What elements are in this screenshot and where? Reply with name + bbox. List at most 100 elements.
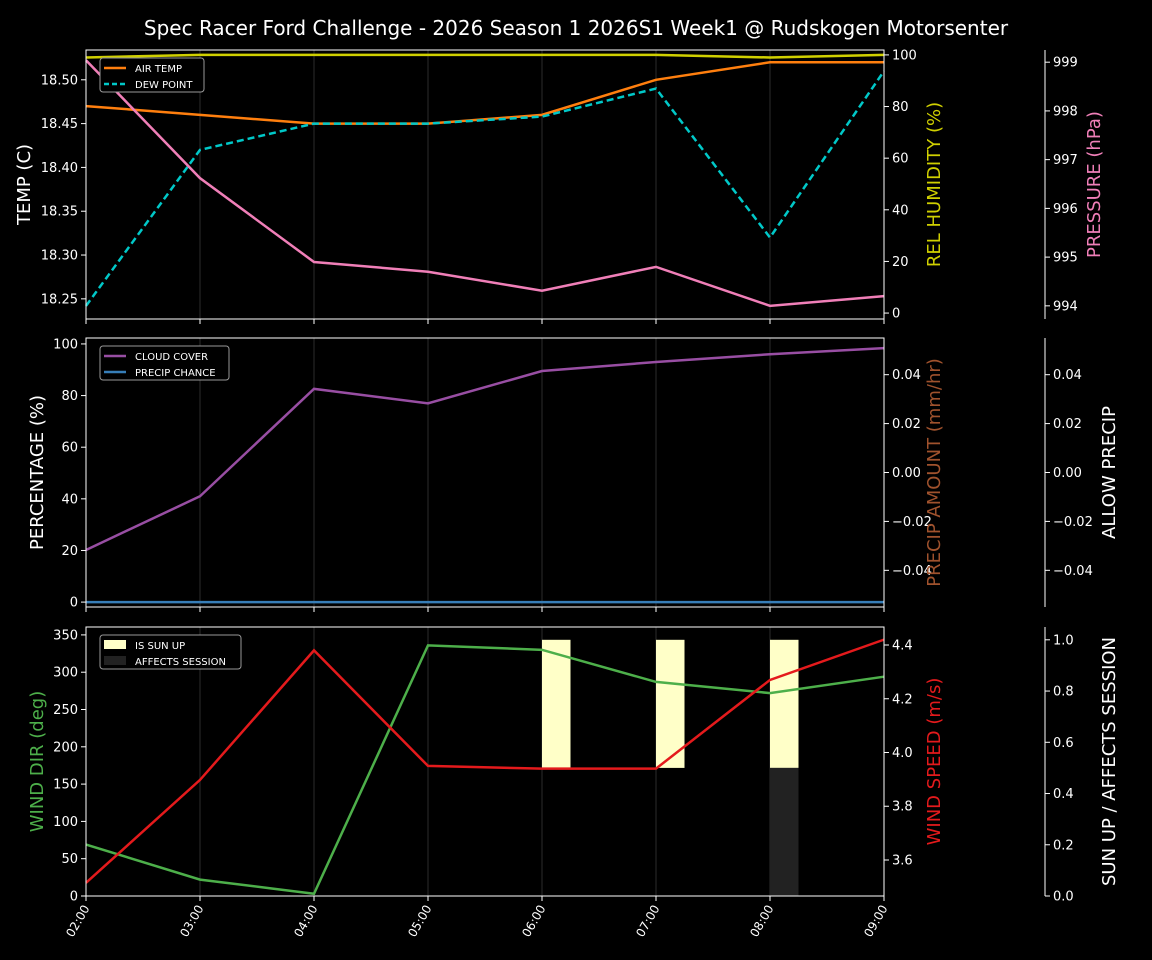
- y-right-tick-label: 20: [892, 255, 909, 270]
- y-left-tick-label: 18.40: [41, 161, 78, 176]
- y-right-tick-label: 0: [892, 307, 900, 322]
- y-right-tick-label: 4.0: [892, 746, 913, 761]
- y-right2-tick-label: 0.4: [1053, 787, 1074, 802]
- x-tick-label: 02:00: [63, 903, 92, 940]
- legend-label: DEW POINT: [135, 80, 193, 91]
- bar-is-sun-up: [770, 639, 799, 768]
- y-left-tick-label: 18.45: [41, 117, 78, 132]
- legend-box: [99, 57, 205, 93]
- y-right2-tick-label: 995: [1053, 251, 1078, 266]
- y-left-tick-label: 18.35: [41, 205, 78, 220]
- bar-is-sun-up: [656, 639, 685, 768]
- y-right-tick-label: 40: [892, 203, 909, 218]
- bar-affects-session: [770, 767, 799, 896]
- y-left-tick-label: 100: [53, 337, 78, 352]
- y-left-tick-label: 18.50: [41, 73, 78, 88]
- legend: AIR TEMP DEW POINT: [99, 57, 205, 93]
- panel-1: 18.25 18.30 18.35 18.40 18.45 18.50 0 20 40 60 80 1…: [14, 48, 1105, 324]
- y-right2-tick-label: 0.2: [1053, 838, 1074, 853]
- y-left-tick-label: 350: [53, 628, 78, 643]
- y-right-tick-label: 4.2: [892, 692, 913, 707]
- y-right2-tick-label: 997: [1053, 153, 1078, 168]
- y-axis-label: WIND DIR (deg): [27, 691, 48, 833]
- y-left-tick-label: 40: [61, 492, 78, 507]
- y-right2-tick-label: 998: [1053, 104, 1078, 119]
- y-left-tick-label: 18.30: [41, 249, 78, 264]
- y-left-tick-label: 300: [53, 666, 78, 681]
- y-left-tick-label: 100: [53, 815, 78, 830]
- y-left-tick-label: 200: [53, 740, 78, 755]
- y-right-axis-label: PRECIP AMOUNT (mm/hr): [924, 358, 945, 587]
- panel-2: 0 20 40 60 80 100 −0.04 −0.02 0.00 0.02 0.04 −0.04 −…: [27, 337, 1120, 612]
- y-right-axis-label: WIND SPEED (m/s): [924, 678, 945, 846]
- series-line-series-0: [85, 644, 885, 896]
- x-tick-label: 08:00: [747, 903, 776, 940]
- y-left-tick-label: 50: [61, 852, 78, 867]
- legend-label: AFFECTS SESSION: [135, 657, 226, 668]
- y-left-tick-label: 80: [61, 389, 78, 404]
- y-left-tick-label: 18.25: [41, 292, 78, 307]
- series-line-series-1: [85, 638, 885, 884]
- y-right-tick-label: 3.8: [892, 800, 913, 815]
- y-right2-axis-label: SUN UP / AFFECTS SESSION: [1099, 637, 1120, 886]
- x-tick-label: 05:00: [405, 903, 434, 940]
- plot-frame: [85, 626, 885, 897]
- x-tick-label: 04:00: [291, 903, 320, 940]
- y-left-tick-label: 250: [53, 703, 78, 718]
- y-right2-tick-label: 0.6: [1053, 736, 1074, 751]
- y-right2-tick-label: 0.8: [1053, 685, 1074, 700]
- y-left-tick-label: 150: [53, 778, 78, 793]
- y-right2-axis-label: ALLOW PRECIP: [1099, 406, 1120, 539]
- y-right-axis-label: REL HUMIDITY (%): [924, 102, 945, 267]
- y-right2-axis-label: PRESSURE (hPa): [1084, 111, 1105, 258]
- y-right2-tick-label: 1.0: [1053, 633, 1074, 648]
- y-right2-tick-label: 999: [1053, 56, 1078, 71]
- y-right2-tick-label: 994: [1053, 299, 1078, 314]
- series-line-cloud-cover: [85, 346, 885, 552]
- panel-3: 02:00 03:00 04:00 05:00 06:00 07:00 08:00 09:00…: [27, 626, 1120, 940]
- legend: IS SUN UP AFFECTS SESSION: [99, 634, 242, 670]
- y-right-tick-label: −0.04: [892, 564, 932, 579]
- y-left-tick-label: 60: [61, 441, 78, 456]
- legend-swatch: [104, 656, 126, 665]
- y-right-tick-label: 100: [892, 48, 917, 63]
- y-right-tick-label: 3.6: [892, 853, 913, 868]
- plot-frame: [85, 49, 885, 320]
- x-tick-label: 06:00: [519, 903, 548, 940]
- legend-label: AIR TEMP: [135, 64, 182, 75]
- y-axis-label: TEMP (C): [14, 144, 35, 226]
- y-left-tick-label: 0: [70, 596, 78, 611]
- y-right2-tick-label: 0.02: [1053, 417, 1082, 432]
- series-line-series-2: [85, 53, 885, 59]
- legend-label: CLOUD COVER: [135, 352, 208, 363]
- legend-swatch: [104, 640, 126, 649]
- y-right-tick-label: 0.04: [892, 368, 921, 383]
- legend-box: [99, 634, 242, 670]
- y-right2-tick-label: 0.00: [1053, 466, 1082, 481]
- y-axis-label: PERCENTAGE (%): [27, 395, 48, 550]
- y-right2-tick-label: −0.02: [1053, 515, 1093, 530]
- y-right2-tick-label: 996: [1053, 202, 1078, 217]
- legend-label: PRECIP CHANCE: [135, 368, 216, 379]
- y-right-tick-label: 0.02: [892, 417, 921, 432]
- series-line-dew-point: [84, 70, 886, 307]
- legend-box: [99, 345, 230, 381]
- y-right2-tick-label: −0.04: [1053, 564, 1093, 579]
- y-right-tick-label: 60: [892, 152, 909, 167]
- series-line-air-temp: [85, 61, 884, 125]
- chart-title: Spec Racer Ford Challenge - 2026 Season …: [144, 16, 1009, 40]
- y-right-tick-label: 4.4: [892, 639, 913, 654]
- y-left-tick-label: 20: [61, 544, 78, 559]
- y-right-tick-label: −0.02: [892, 515, 932, 530]
- bar-is-sun-up: [542, 639, 571, 768]
- y-right2-tick-label: 0.04: [1053, 368, 1082, 383]
- y-right2-tick-label: 0.0: [1053, 890, 1074, 905]
- series-line-series-3: [85, 59, 885, 308]
- y-right-tick-label: 0.00: [892, 466, 921, 481]
- x-tick-label: 09:00: [861, 903, 890, 940]
- y-right-tick-label: 80: [892, 100, 909, 115]
- y-left-tick-label: 0: [70, 890, 78, 905]
- legend: CLOUD COVER PRECIP CHANCE: [99, 345, 230, 381]
- x-tick-label: 07:00: [633, 903, 662, 940]
